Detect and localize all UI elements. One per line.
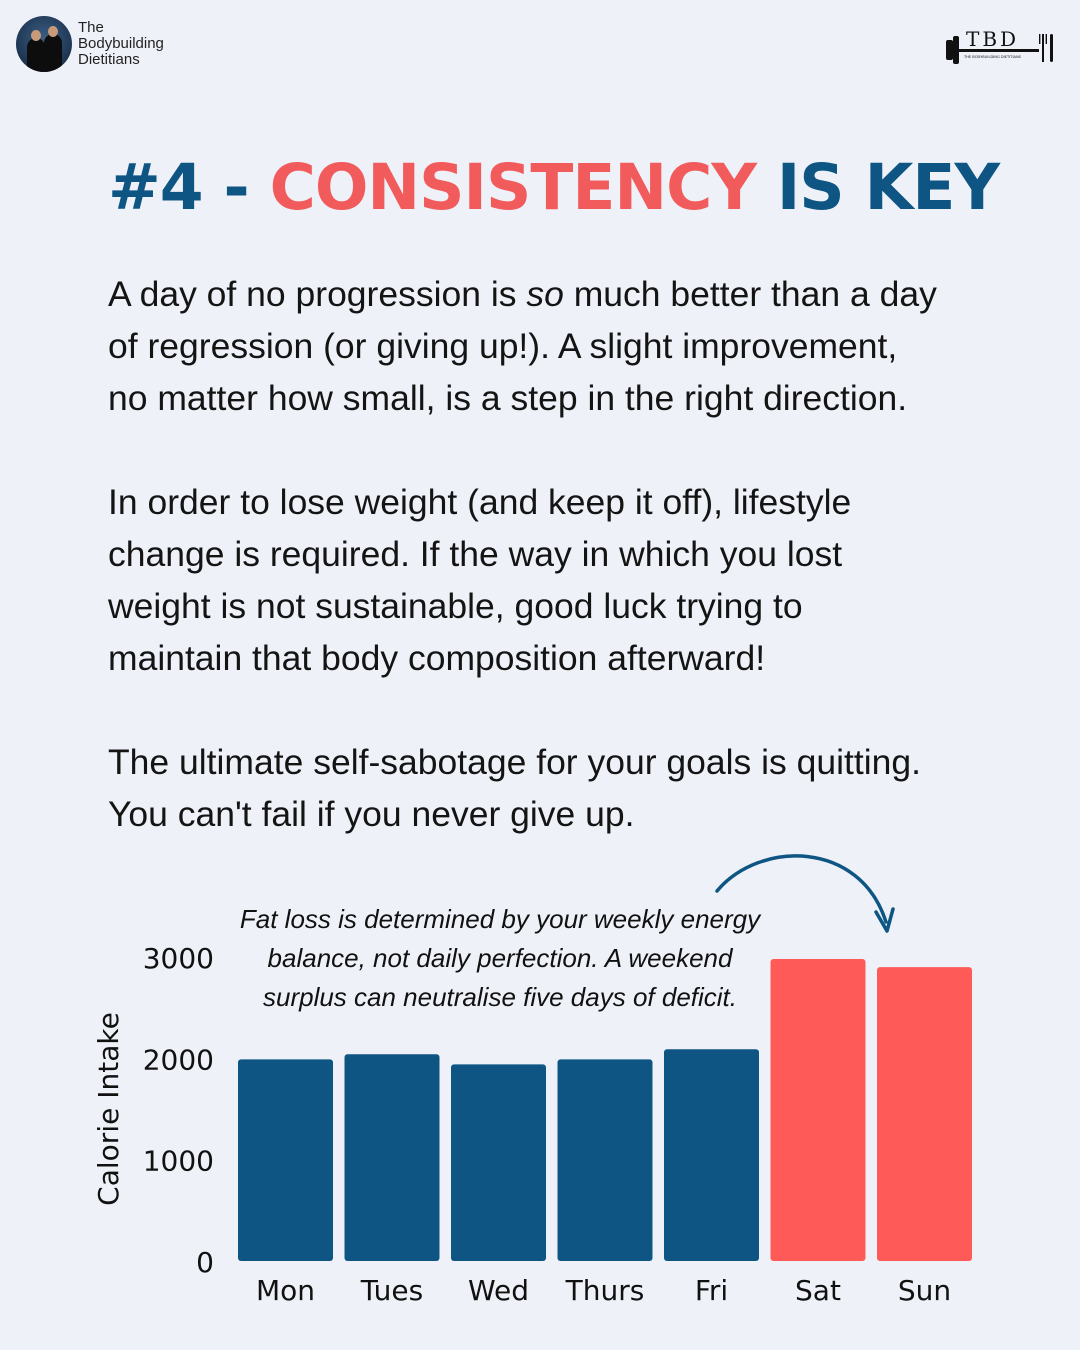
x-tick-label: Sun: [898, 1274, 951, 1307]
paragraph-line: no matter how small, is a step in the ri…: [108, 378, 908, 418]
bar-sat: [770, 959, 866, 1261]
y-tick-label: 1000: [143, 1145, 214, 1178]
paragraph-line: You can't fail if you never give up.: [108, 794, 635, 834]
paragraph-text: much better than a day: [563, 274, 937, 314]
x-tick-label: Thurs: [565, 1274, 645, 1307]
paragraph-line: change is required. If the way in which …: [108, 534, 843, 574]
logo-text: TBD: [966, 27, 1019, 51]
calorie-bar-chart: 0 1000 2000 3000 Calorie Intake Mon Tues Wed Thu…: [92, 854, 972, 1307]
bar-thurs: [557, 1059, 653, 1261]
y-tick-label: 0: [196, 1246, 214, 1279]
annotation-line: Fat loss is determined by your weekly en…: [240, 904, 762, 934]
title-prefix: #4 -: [108, 151, 270, 224]
title-highlight: CONSISTENCY: [269, 151, 757, 224]
bar-sun: [877, 967, 972, 1261]
paragraph-line: weight is not sustainable, good luck try…: [108, 586, 803, 626]
y-tick-label: 3000: [143, 942, 214, 975]
tbd-logo: TBD THE BODYBUILDING DIETITIANS: [944, 24, 1056, 64]
x-tick-label: Mon: [256, 1274, 315, 1307]
paragraph-line: The ultimate self-sabotage for your goal…: [108, 742, 921, 782]
paragraph-line: In order to lose weight (and keep it off…: [108, 482, 852, 522]
annotation-line: balance, not daily perfection. A weekend: [268, 943, 734, 973]
paragraph-line: maintain that body composition afterward…: [108, 638, 766, 678]
bar-wed: [451, 1064, 546, 1261]
paragraph-line: A day of no progression is so much bette…: [108, 268, 988, 320]
brand-name-line: Bodybuilding: [78, 35, 164, 52]
paragraph-2: In order to lose weight (and keep it off…: [108, 476, 988, 684]
page-title: #4 - CONSISTENCY IS KEY: [108, 150, 1000, 226]
annotation-line: surplus can neutralise five days of defi…: [263, 982, 737, 1012]
bar-mon: [238, 1059, 333, 1261]
brand-name-line: The: [78, 19, 104, 36]
brand-name-line: Dietitians: [78, 51, 140, 68]
paragraph-text: A day of no progression is: [108, 274, 527, 314]
x-tick-label: Sat: [795, 1274, 841, 1307]
paragraph-3: The ultimate self-sabotage for your goal…: [108, 736, 988, 840]
brand-avatar: [16, 16, 72, 72]
title-suffix: IS KEY: [755, 151, 1000, 224]
paragraph-emphasis: so: [526, 274, 564, 314]
bar-tues: [344, 1054, 440, 1261]
logo-subtext: THE BODYBUILDING DIETITIANS: [963, 55, 1022, 59]
y-tick-label: 2000: [143, 1043, 214, 1076]
y-axis-label: Calorie Intake: [92, 1012, 125, 1206]
annotation-arrow-head: [874, 907, 895, 933]
annotation-arrow: [715, 854, 888, 924]
x-tick-label: Wed: [468, 1274, 529, 1307]
x-tick-label: Fri: [695, 1274, 728, 1307]
paragraph-1: A day of no progression is so much bette…: [108, 268, 988, 424]
x-tick-label: Tues: [360, 1274, 423, 1307]
bar-fri: [664, 1049, 759, 1261]
paragraph-line: of regression (or giving up!). A slight …: [108, 326, 898, 366]
tbd-logo-icon: TBD THE BODYBUILDING DIETITIANS: [946, 27, 1053, 64]
brand-header: The Bodybuilding Dietitians: [16, 16, 164, 72]
brand-name: The Bodybuilding Dietitians: [78, 20, 164, 68]
